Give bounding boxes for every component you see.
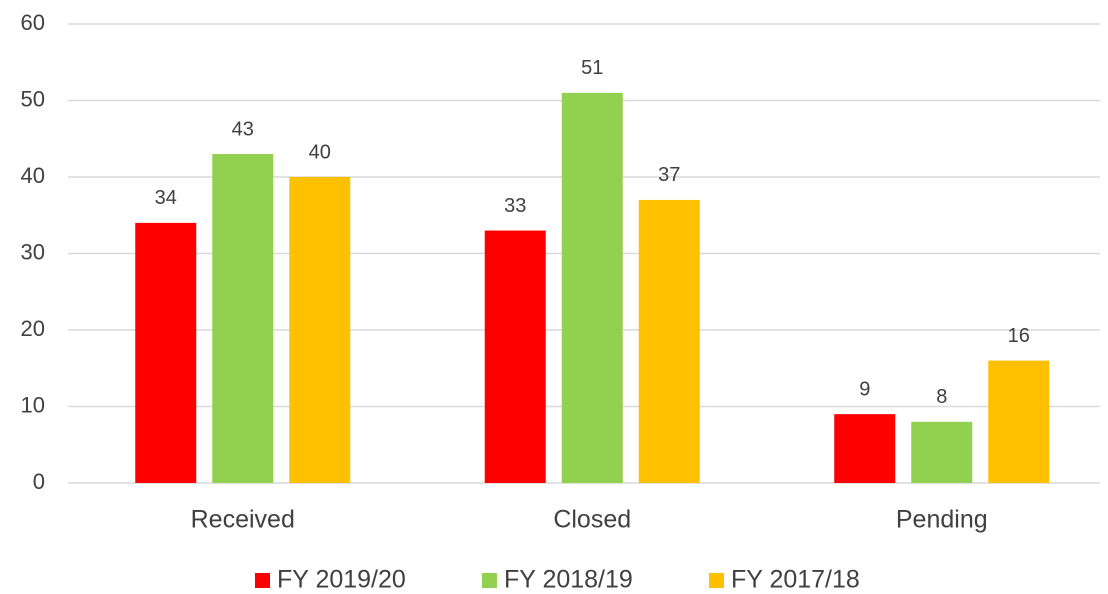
y-tick-label: 60 [21,10,45,35]
data-label: 51 [581,57,603,79]
data-label: 40 [309,141,331,163]
y-tick-label: 40 [21,163,45,188]
bar [484,230,546,483]
bar [911,421,973,483]
legend-label: FY 2018/19 [504,566,633,594]
legend-swatch [255,573,270,588]
legend-swatch [482,573,497,588]
bar [834,414,896,483]
bar [638,199,700,483]
bar [135,222,197,483]
legend-label: FY 2017/18 [731,566,860,594]
bar [289,177,351,483]
data-label: 34 [155,187,177,209]
data-label: 33 [504,195,526,217]
bar [988,360,1050,483]
data-label: 37 [658,164,680,186]
y-tick-label: 10 [21,392,45,417]
legend-label: FY 2019/20 [277,566,406,594]
data-label: 8 [936,386,947,408]
x-tick-label: Closed [553,506,631,534]
x-tick-label: Received [191,506,295,534]
x-tick-label: Pending [896,506,988,534]
y-tick-label: 20 [21,316,45,341]
data-label: 43 [232,118,254,140]
legend-swatch [709,573,724,588]
y-tick-label: 30 [21,239,45,264]
bar [561,92,623,483]
data-label: 9 [859,378,870,400]
y-tick-label: 50 [21,86,45,111]
bar [212,154,274,484]
y-tick-label: 0 [33,469,45,494]
data-label: 16 [1008,325,1030,347]
